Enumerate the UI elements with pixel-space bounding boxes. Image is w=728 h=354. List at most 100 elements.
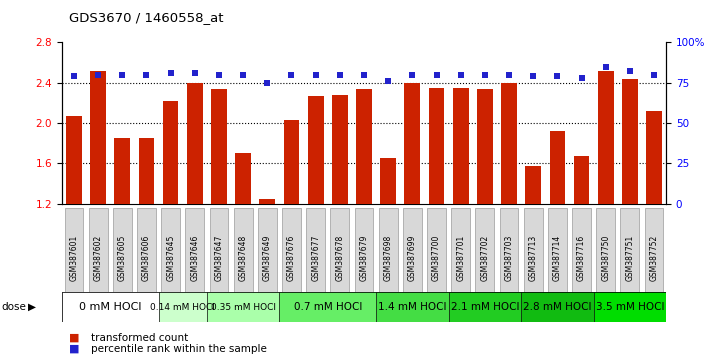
Point xyxy=(141,72,152,78)
Point xyxy=(431,72,443,78)
Point xyxy=(285,72,297,78)
Text: GSM387699: GSM387699 xyxy=(408,234,417,281)
FancyBboxPatch shape xyxy=(548,208,567,307)
FancyBboxPatch shape xyxy=(403,208,422,307)
Bar xyxy=(405,83,420,204)
Point xyxy=(116,72,128,78)
FancyBboxPatch shape xyxy=(593,292,666,322)
FancyBboxPatch shape xyxy=(258,208,277,307)
Text: ▶: ▶ xyxy=(28,302,36,312)
FancyBboxPatch shape xyxy=(113,208,132,307)
Text: GSM387605: GSM387605 xyxy=(118,234,127,281)
Point xyxy=(406,72,418,78)
Bar xyxy=(646,111,662,204)
FancyBboxPatch shape xyxy=(282,208,301,307)
Text: transformed count: transformed count xyxy=(91,333,189,343)
FancyBboxPatch shape xyxy=(448,292,521,322)
Bar xyxy=(138,138,154,204)
Text: GSM387601: GSM387601 xyxy=(69,234,79,281)
FancyBboxPatch shape xyxy=(207,292,280,322)
Text: 1.4 mM HOCl: 1.4 mM HOCl xyxy=(378,302,446,312)
FancyBboxPatch shape xyxy=(159,292,207,322)
Text: GSM387645: GSM387645 xyxy=(166,234,175,281)
Text: GSM387752: GSM387752 xyxy=(649,234,659,281)
Text: GSM387606: GSM387606 xyxy=(142,234,151,281)
FancyBboxPatch shape xyxy=(280,292,376,322)
Text: 0.7 mM HOCl: 0.7 mM HOCl xyxy=(293,302,362,312)
Bar xyxy=(622,79,638,204)
Text: dose: dose xyxy=(1,302,26,312)
Text: 0.14 mM HOCl: 0.14 mM HOCl xyxy=(150,303,215,312)
Text: GSM387714: GSM387714 xyxy=(553,234,562,281)
Point xyxy=(648,72,660,78)
Text: GSM387678: GSM387678 xyxy=(336,234,344,281)
Bar xyxy=(163,101,178,204)
Text: GSM387602: GSM387602 xyxy=(94,234,103,281)
Text: percentile rank within the sample: percentile rank within the sample xyxy=(91,344,267,354)
Bar xyxy=(356,89,372,204)
Bar xyxy=(90,71,106,204)
FancyBboxPatch shape xyxy=(62,292,159,322)
FancyBboxPatch shape xyxy=(475,208,494,307)
Point xyxy=(552,74,563,79)
Text: GSM387649: GSM387649 xyxy=(263,234,272,281)
Point xyxy=(503,72,515,78)
Bar xyxy=(453,88,469,204)
FancyBboxPatch shape xyxy=(355,208,373,307)
Text: GSM387716: GSM387716 xyxy=(577,234,586,281)
Bar xyxy=(187,83,202,204)
Bar xyxy=(259,199,275,204)
Point xyxy=(310,72,322,78)
Text: 0.35 mM HOCl: 0.35 mM HOCl xyxy=(210,303,276,312)
Point xyxy=(237,72,249,78)
Text: ■: ■ xyxy=(69,344,79,354)
Text: GSM387679: GSM387679 xyxy=(360,234,368,281)
Point xyxy=(479,72,491,78)
FancyBboxPatch shape xyxy=(210,208,229,307)
Bar xyxy=(211,89,227,204)
Text: GSM387701: GSM387701 xyxy=(456,234,465,281)
Text: GDS3670 / 1460558_at: GDS3670 / 1460558_at xyxy=(69,11,223,24)
Text: GSM387703: GSM387703 xyxy=(505,234,513,281)
FancyBboxPatch shape xyxy=(451,208,470,307)
Point xyxy=(358,72,370,78)
Text: GSM387702: GSM387702 xyxy=(480,234,489,281)
Point xyxy=(68,74,80,79)
FancyBboxPatch shape xyxy=(306,208,325,307)
FancyBboxPatch shape xyxy=(234,208,253,307)
Text: GSM387648: GSM387648 xyxy=(239,234,248,281)
Text: 3.5 mM HOCl: 3.5 mM HOCl xyxy=(596,302,664,312)
Bar xyxy=(380,158,396,204)
FancyBboxPatch shape xyxy=(521,292,593,322)
Point xyxy=(455,72,467,78)
Point xyxy=(382,78,394,84)
FancyBboxPatch shape xyxy=(331,208,349,307)
Text: GSM387698: GSM387698 xyxy=(384,234,392,281)
Text: 0 mM HOCl: 0 mM HOCl xyxy=(79,302,141,312)
FancyBboxPatch shape xyxy=(186,208,205,307)
FancyBboxPatch shape xyxy=(596,208,615,307)
FancyBboxPatch shape xyxy=(137,208,156,307)
Bar xyxy=(284,120,299,204)
Bar xyxy=(550,131,565,204)
Text: GSM387750: GSM387750 xyxy=(601,234,610,281)
Text: GSM387646: GSM387646 xyxy=(190,234,199,281)
Bar xyxy=(235,153,251,204)
Bar xyxy=(66,116,82,204)
Point xyxy=(92,72,104,78)
Point xyxy=(576,75,587,81)
Point xyxy=(189,70,201,76)
Bar xyxy=(114,138,130,204)
Text: GSM387751: GSM387751 xyxy=(625,234,634,281)
FancyBboxPatch shape xyxy=(427,208,446,307)
FancyBboxPatch shape xyxy=(572,208,591,307)
Point xyxy=(334,72,346,78)
Point xyxy=(624,69,636,74)
FancyBboxPatch shape xyxy=(644,208,663,307)
Point xyxy=(165,70,176,76)
FancyBboxPatch shape xyxy=(65,208,84,307)
Bar xyxy=(308,96,323,204)
Point xyxy=(527,74,539,79)
FancyBboxPatch shape xyxy=(376,292,448,322)
Bar xyxy=(574,156,590,204)
